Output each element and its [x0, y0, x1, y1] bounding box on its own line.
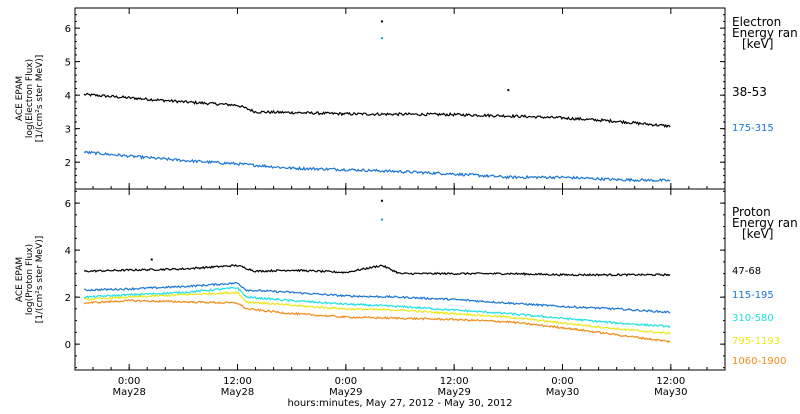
proton-series-795-1193	[83, 291, 671, 335]
proton-outlier-point	[380, 199, 383, 202]
electron-legend-item: 38-53	[732, 85, 767, 99]
proton-ytick-label: 6	[65, 199, 71, 210]
x-tick-time-label: 0:00	[551, 376, 573, 387]
electron-ylabel-line: [1/(cm²s ster MeV)]	[35, 55, 45, 142]
proton-legend-item: 115-195	[732, 290, 774, 301]
x-tick-date-label: May30	[546, 387, 579, 398]
electron-panel: 2 3 4 5 6 ACE EPAM log(Electron Flux) [1/(cm²s …	[15, 14, 798, 190]
proton-legend-item: 47-68	[732, 266, 761, 277]
x-axis-label: hours:minutes, May 27, 2012 - May 30, 20…	[287, 398, 512, 409]
x-tick-date-label: May29	[437, 387, 470, 398]
proton-panel: 0 2 4 6 ACE EPAM log(Proton Flux) [1/(cm²s ste…	[15, 190, 798, 369]
electron-ytick-label: 3	[65, 125, 71, 136]
proton-ylabel-line: ACE EPAM	[15, 257, 25, 302]
proton-ytick-label: 4	[65, 246, 71, 257]
electron-legend-title-line: Energy ran	[732, 26, 798, 40]
electron-series-38-53	[83, 92, 671, 129]
proton-legend-item: 310-580	[732, 313, 774, 324]
electron-legend-item: 175-315	[732, 123, 774, 134]
electron-legend-title-line: [keV]	[742, 37, 773, 51]
electron-outlier-point	[507, 89, 510, 92]
proton-ytick-label: 0	[65, 340, 71, 351]
x-tick-time-label: 0:00	[335, 376, 357, 387]
x-axis: 0:00May2812:00May280:00May2912:00May290:…	[74, 8, 726, 398]
proton-series-1060-1900	[83, 299, 671, 344]
proton-legend-title-line: Energy ran	[732, 216, 798, 230]
electron-outlier-point	[380, 37, 383, 40]
electron-ylabel-line: log(Electron Flux)	[25, 59, 35, 138]
x-tick-date-label: May28	[112, 387, 145, 398]
electron-ylabel-line: ACE EPAM	[15, 76, 25, 121]
x-tick-date-label: May30	[654, 387, 687, 398]
proton-legend-title-line: [keV]	[742, 227, 773, 241]
proton-ytick-label: 2	[65, 293, 71, 304]
x-tick-time-label: 12:00	[440, 376, 469, 387]
proton-outlier-point	[380, 218, 383, 221]
proton-ylabel-line: log(Proton Flux)	[25, 244, 35, 315]
proton-legend-item: 795-1193	[732, 336, 780, 347]
electron-legend-title-line: Electron	[732, 15, 781, 29]
proton-ylabel-line: [1/(cm²s ster MeV)]	[35, 236, 45, 323]
electron-series-175-315	[83, 150, 671, 183]
proton-outlier-point	[150, 258, 153, 261]
electron-ytick-label: 4	[65, 91, 71, 102]
x-tick-time-label: 0:00	[118, 376, 140, 387]
proton-series-115-195	[84, 281, 671, 314]
proton-legend-item: 1060-1900	[732, 356, 787, 367]
x-tick-date-label: May28	[221, 387, 254, 398]
proton-series-47-68	[83, 264, 671, 277]
x-tick-date-label: May29	[329, 387, 362, 398]
electron-panel-frame	[74, 7, 726, 190]
proton-legend-title-line: Proton	[732, 205, 771, 219]
x-tick-time-label: 12:00	[223, 376, 252, 387]
electron-ytick-label: 2	[65, 158, 71, 169]
electron-ytick-label: 5	[65, 58, 71, 69]
electron-outlier-point	[380, 20, 383, 23]
proton-series-310-580	[83, 286, 671, 329]
electron-ytick-label: 6	[65, 24, 71, 35]
x-tick-time-label: 12:00	[656, 376, 685, 387]
proton-panel-frame	[74, 188, 726, 371]
